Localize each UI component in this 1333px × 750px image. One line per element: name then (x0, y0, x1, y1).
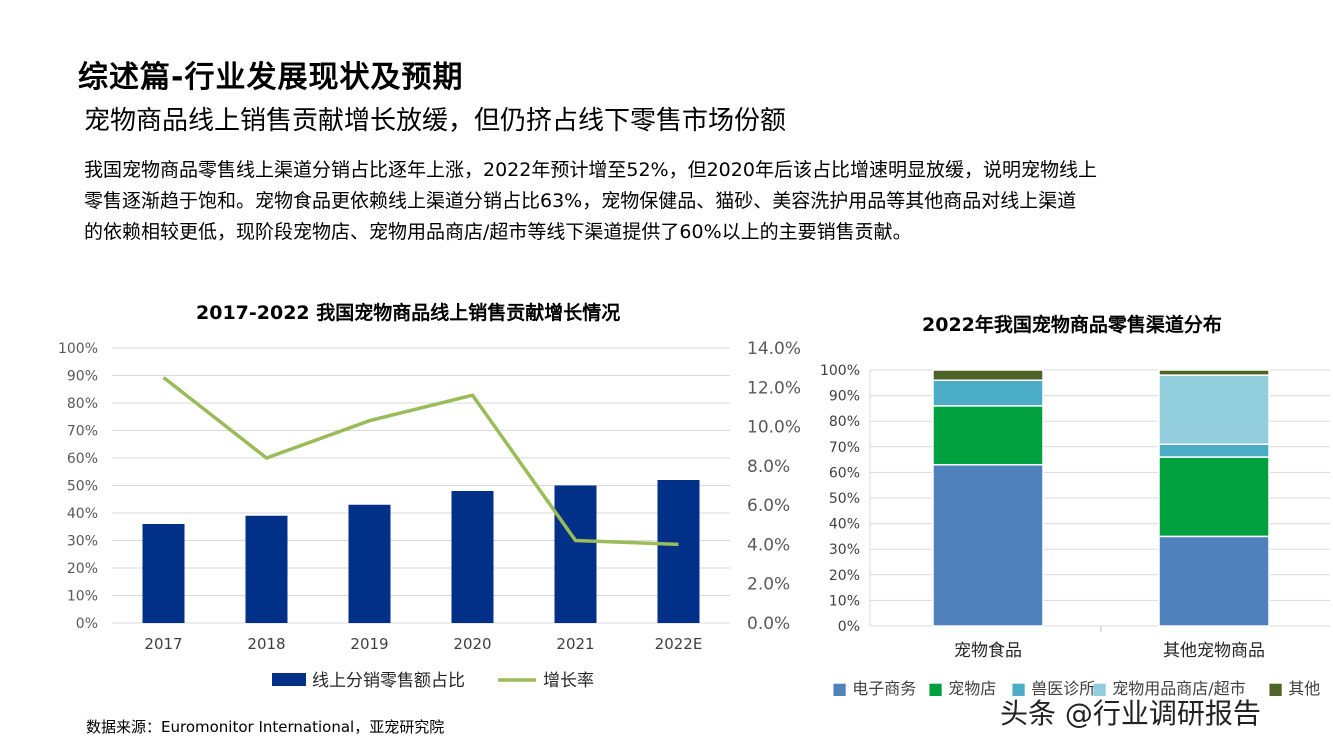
y-right-tick-label: 0.0% (747, 614, 790, 634)
x-tick-label: 2017 (144, 635, 182, 653)
bar-online-share (245, 515, 288, 623)
legend-bullet: ■ (832, 679, 852, 698)
y-left-tick-label: 50% (67, 479, 98, 495)
bar-online-share (142, 524, 185, 623)
chart1-title: 2017-2022 我国宠物商品线上销售贡献增长情况 (196, 302, 621, 324)
legend-item: ■ 其他 (1268, 679, 1320, 698)
stacked-segment (1158, 456, 1270, 538)
y-right-tick-label: 6.0% (747, 496, 790, 516)
legend-bullet: ■ (1011, 679, 1031, 698)
y-right-tick-label: 4.0% (747, 535, 790, 555)
y-tick-label: 70% (829, 440, 860, 456)
legend-label: 增长率 (543, 671, 594, 691)
legend-label: 兽医诊所 (1031, 679, 1095, 698)
x-tick-label: 其他宠物商品 (1163, 641, 1265, 661)
stacked-segment (1158, 369, 1270, 376)
legend-bullet: ■ (1092, 679, 1112, 698)
legend-bullet: ■ (928, 679, 948, 698)
legend-label: 电子商务 (852, 679, 916, 698)
y-tick-label: 30% (829, 542, 860, 558)
bar-online-share (657, 480, 700, 623)
stacked-segment (932, 463, 1044, 627)
growth-rate-line (162, 376, 679, 547)
stacked-segment (1158, 535, 1270, 627)
y-tick-label: 50% (829, 491, 860, 507)
summary-line: 我国宠物商品零售线上渠道分销占比逐年上涨，2022年预计增至52%，但2020年… (84, 159, 1097, 181)
y-right-tick-label: 8.0% (747, 457, 790, 477)
summary-line: 零售逐渐趋于饱和。宠物食品更依赖线上渠道分销占比63%，宠物保健品、猫砂、美容洗… (84, 190, 1077, 212)
y-tick-label: 90% (829, 389, 860, 405)
legend-label: 宠物用品商店/超市 (1112, 679, 1245, 698)
y-left-tick-label: 10% (67, 589, 98, 605)
page-subtitle: 宠物商品线上销售贡献增长放缓，但仍挤占线下零售市场份额 (84, 106, 787, 136)
y-left-tick-label: 30% (67, 534, 98, 550)
stacked-segment (932, 369, 1044, 381)
y-left-tick-label: 80% (67, 396, 98, 412)
bar-online-share (451, 491, 494, 623)
summary-line: 的依赖相较更低，现阶段宠物店、宠物用品商店/超市等线下渠道提供了60%以上的主要… (84, 221, 912, 243)
y-right-tick-label: 12.0% (747, 378, 801, 398)
y-left-tick-label: 0% (76, 616, 98, 632)
x-tick-label: 2022E (655, 635, 703, 653)
summary-paragraph: 我国宠物商品零售线上渠道分销占比逐年上涨，2022年预计增至52%，但2020年… (84, 155, 1264, 248)
bar-online-share (554, 485, 597, 623)
y-tick-label: 0% (838, 619, 860, 635)
y-tick-label: 60% (829, 465, 860, 481)
watermark: 头条 @行业调研报告 (1000, 697, 1261, 730)
chart2-title: 2022年我国宠物商品零售渠道分布 (922, 314, 1222, 336)
stacked-segment (1158, 374, 1270, 445)
legend-label: 其他 (1288, 679, 1320, 698)
y-left-tick-label: 90% (67, 369, 98, 385)
stacked-segment (932, 405, 1044, 466)
legend-item: ■ 宠物店 (928, 679, 996, 698)
y-tick-label: 80% (829, 414, 860, 430)
stacked-segment (932, 379, 1044, 407)
y-left-tick-label: 40% (67, 506, 98, 522)
legend-bullet: ■ (1268, 679, 1288, 698)
legend-label: 线上分销零售额占比 (312, 671, 465, 691)
y-left-tick-label: 70% (67, 424, 98, 440)
legend-item: ■ 电子商务 (832, 679, 916, 698)
y-right-tick-label: 2.0% (747, 575, 790, 595)
legend-label: 宠物店 (948, 679, 996, 698)
bar-online-share (348, 504, 391, 623)
x-tick-label: 2020 (453, 635, 491, 653)
page-title: 综述篇-行业发展现状及预期 (78, 60, 464, 95)
y-tick-label: 10% (829, 593, 860, 609)
x-tick-label: 2019 (350, 635, 388, 653)
y-tick-label: 20% (829, 568, 860, 584)
stacked-segment (1158, 443, 1270, 458)
legend-swatch-bar (272, 673, 306, 686)
legend-item: ■ 兽医诊所 (1011, 679, 1095, 698)
x-tick-label: 2021 (556, 635, 594, 653)
y-left-tick-label: 60% (67, 451, 98, 467)
y-left-tick-label: 100% (58, 341, 98, 357)
y-right-tick-label: 10.0% (747, 418, 801, 438)
x-tick-label: 宠物食品 (954, 641, 1022, 661)
y-tick-label: 40% (829, 517, 860, 533)
y-right-tick-label: 14.0% (747, 339, 801, 359)
legend-item: ■ 宠物用品商店/超市 (1092, 679, 1246, 698)
y-tick-label: 100% (820, 363, 860, 379)
x-tick-label: 2018 (247, 635, 285, 653)
y-left-tick-label: 20% (67, 561, 98, 577)
source-note: 数据来源：Euromonitor International，亚宠研究院 (86, 718, 445, 736)
